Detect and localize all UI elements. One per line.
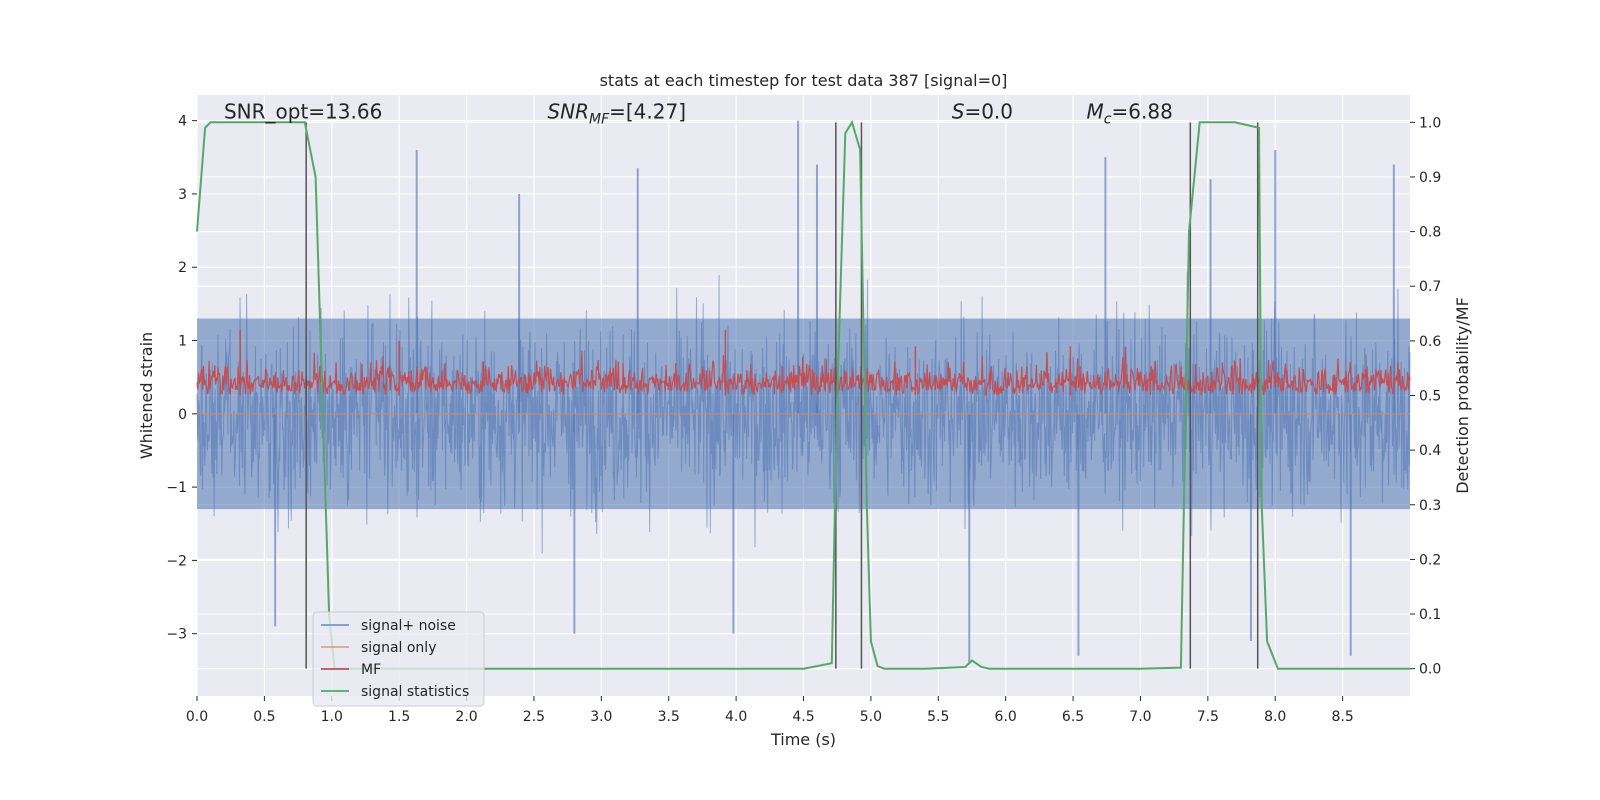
y-tick-label: 2 [178,260,187,276]
x-tick-label: 3.0 [590,709,612,725]
legend-label: MF [361,662,381,678]
annotation: SNRMF=[4.27] [547,100,686,128]
legend: signal+ noise signal only MF signal statist… [312,611,485,707]
x-axis-ticks: 0.0 0.5 1.0 1.5 2.0 2.5 3.0 3.5 4.0 4.5 5.0 5.5 6.0 6… [186,696,1354,725]
y-right-tick-label: 0.5 [1419,389,1441,405]
x-tick-label: 3.5 [658,709,680,725]
y-right-tick-label: 0.9 [1419,170,1441,186]
legend-label: signal only [361,640,436,656]
x-tick-label: 5.0 [860,709,882,725]
y-right-tick-label: 1.0 [1419,115,1441,131]
y-axis-left-label: Whitened strain [137,332,156,459]
chart-title: stats at each timestep for test data 387… [600,71,1008,90]
legend-label: signal statistics [361,684,469,700]
y-right-tick-label: 0.2 [1419,552,1441,568]
y-axis-right-label: Detection probability/MF [1453,297,1472,494]
x-tick-label: 1.5 [388,709,410,725]
series-mf [196,329,1411,397]
y-tick-label: 1 [178,334,187,350]
x-tick-label: 7.0 [1129,709,1151,725]
y-axis-left-ticks: −3 −2 −1 0 1 2 3 4 [166,114,197,643]
legend-label: signal+ noise [361,618,456,634]
x-tick-label: 0.0 [186,709,208,725]
x-tick-label: 4.5 [792,709,814,725]
y-tick-label: 0 [178,407,187,423]
y-right-tick-label: 0.1 [1419,607,1441,623]
y-tick-label: 4 [178,114,187,130]
x-tick-label: 1.0 [321,709,343,725]
y-right-tick-label: 0.0 [1419,662,1441,678]
x-tick-label: 6.0 [995,709,1017,725]
y-right-tick-label: 0.8 [1419,225,1441,241]
y-right-tick-label: 0.7 [1419,279,1441,295]
x-tick-label: 2.0 [455,709,477,725]
y-axis-right-ticks: 0.0 0.1 0.2 0.3 0.4 0.5 0.6 0.7 0.8 0.9 1.0 [1410,115,1441,678]
y-right-tick-label: 0.3 [1419,498,1441,514]
x-tick-label: 8.0 [1264,709,1286,725]
annotations: SNR_opt=13.66 SNRMF=[4.27] S=0.0 Mc=6.88 [224,100,1173,128]
annotation: Mc=6.88 [1087,100,1173,128]
y-tick-label: −2 [166,553,187,569]
y-right-tick-label: 0.6 [1419,334,1441,350]
legend-box [312,611,485,707]
y-right-tick-label: 0.4 [1419,443,1441,459]
x-tick-label: 5.5 [927,709,949,725]
x-tick-label: 2.5 [523,709,545,725]
annotation: SNR_opt=13.66 [224,100,382,124]
y-tick-label: −3 [166,627,187,643]
x-tick-label: 4.0 [725,709,747,725]
x-tick-label: 6.5 [1062,709,1084,725]
series-signal-statistics-line [196,119,1410,670]
annotation: S=0.0 [952,100,1013,124]
y-tick-label: 3 [178,187,187,203]
x-tick-label: 0.5 [253,709,275,725]
x-axis-label: Time (s) [770,730,836,749]
x-tick-label: 8.5 [1331,709,1353,725]
y-tick-label: −1 [166,480,187,496]
chart-marks [196,119,1411,670]
series-signal-noise-line [196,272,1411,554]
x-tick-label: 7.5 [1197,709,1219,725]
